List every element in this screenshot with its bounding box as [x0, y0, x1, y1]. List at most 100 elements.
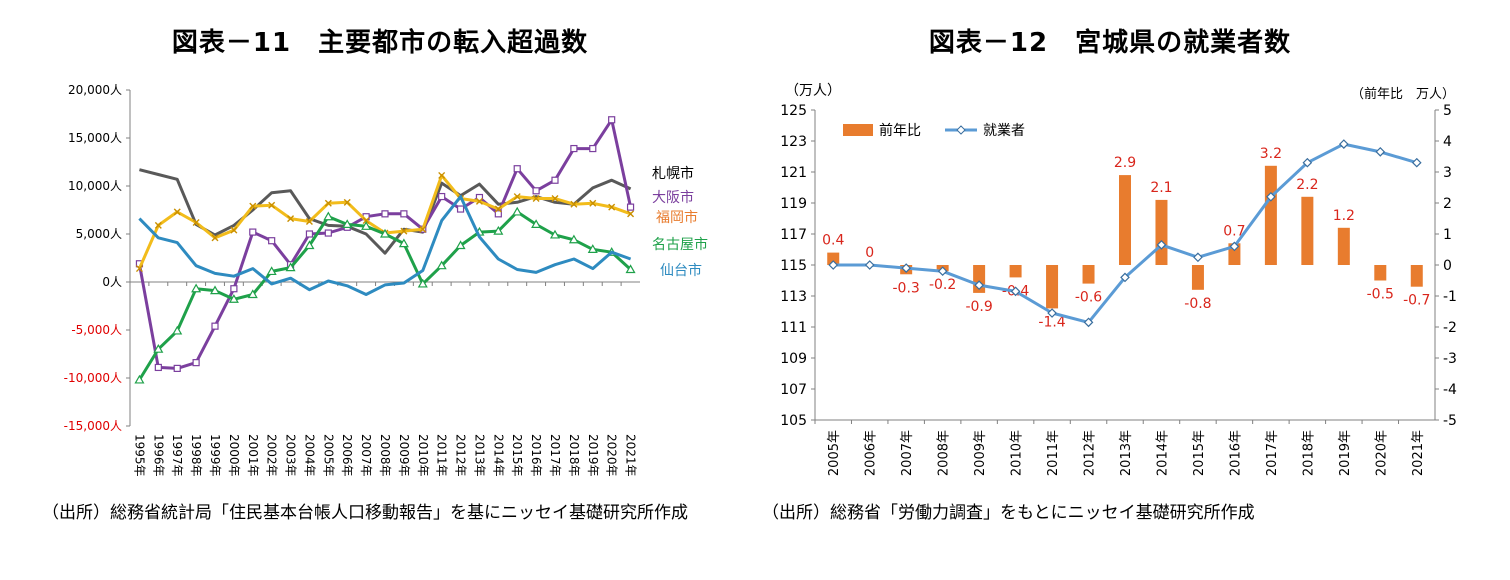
data-point: [974, 280, 984, 290]
x-tick-label: 2021年: [1411, 430, 1426, 476]
left-tick-label: 113: [780, 289, 807, 305]
data-point: [568, 234, 579, 244]
bar-data-label: 2.9: [1114, 155, 1136, 171]
data-point: [1120, 272, 1130, 283]
data-point: [589, 144, 597, 153]
data-point: [532, 187, 540, 195]
x-tick-label: 2020年: [605, 434, 619, 477]
data-point: [456, 205, 465, 213]
data-point: [400, 210, 408, 218]
data-point: [570, 200, 578, 208]
data-point: [1302, 157, 1313, 168]
left-tick-label: 109: [780, 351, 807, 367]
series-line-1: [137, 118, 633, 370]
data-point: [230, 226, 238, 234]
series-line-4: [138, 195, 632, 296]
bar-data-label: 2.2: [1296, 177, 1318, 193]
legend-label-line: 就業者: [983, 123, 1025, 139]
data-point: [192, 359, 200, 367]
data-point: [211, 234, 219, 242]
x-tick-label: 2005年: [321, 434, 335, 477]
y-tick-label: 20,000人: [68, 83, 122, 97]
x-tick-label: 2010年: [416, 434, 430, 477]
x-tick-label: 2013年: [472, 434, 486, 477]
data-point: [323, 211, 334, 221]
data-point: [285, 262, 296, 272]
right-tick-label: 0: [1443, 258, 1452, 274]
series-line-0: [139, 168, 632, 255]
x-tick-label: 2007年: [900, 430, 915, 476]
x-tick-label: 2012年: [454, 434, 468, 477]
left-tick-label: 107: [780, 382, 807, 398]
data-point: [625, 264, 636, 274]
data-point: [305, 218, 313, 226]
bar-data-label: -0.5: [1367, 287, 1394, 303]
source-note-left: （出所）総務省統計局「住民基本台帳人口移動報告」を基にニッセイ基礎研究所作成: [42, 503, 688, 523]
data-point: [154, 221, 162, 229]
data-point: [417, 278, 428, 288]
data-point: [1156, 240, 1167, 250]
left-tick-label: 119: [780, 196, 807, 212]
bar-data-label: -0.8: [1184, 296, 1211, 312]
x-tick-label: 2005年: [827, 430, 842, 476]
data-point: [1338, 139, 1349, 149]
source-note-right: （出所）総務省「労働力調査」をもとにニッセイ基礎研究所作成: [762, 503, 1255, 523]
data-point: [512, 206, 523, 216]
data-point: [324, 199, 332, 207]
y-tick-label: -5,000人: [71, 323, 122, 337]
data-point: [494, 210, 502, 218]
data-point: [211, 322, 219, 330]
data-point: [549, 229, 561, 239]
x-tick-label: 2013年: [1119, 430, 1134, 476]
bar-data-label: 0: [865, 245, 874, 261]
left-tick-label: 117: [780, 227, 807, 243]
data-point: [627, 210, 635, 218]
bar-9: [1155, 199, 1168, 265]
x-tick-label: 2017年: [1265, 430, 1280, 476]
data-point: [305, 230, 314, 238]
bar-13: [1301, 196, 1314, 265]
data-point: [324, 229, 332, 237]
data-point: [436, 260, 447, 270]
x-tick-label: 1995年: [132, 434, 146, 477]
data-point: [249, 228, 257, 236]
right-tick-label: -4: [1443, 382, 1457, 398]
left-tick-label: 125: [780, 103, 807, 119]
series-label-1: 大阪市: [652, 189, 694, 206]
data-point: [228, 294, 239, 303]
data-point: [419, 225, 427, 233]
x-tick-label: 2000年: [227, 434, 241, 477]
bar-data-label: -0.3: [893, 280, 920, 296]
data-point: [191, 283, 202, 293]
y-tick-label: -15,000人: [64, 419, 122, 433]
bar-10: [1191, 265, 1204, 290]
data-point: [135, 265, 143, 273]
x-tick-label: 2001年: [246, 434, 260, 477]
data-point: [551, 176, 559, 184]
bar-0: [827, 252, 840, 265]
data-point: [304, 240, 315, 250]
x-tick-label: 2008年: [937, 430, 952, 476]
series-label-2: 福岡市: [656, 209, 698, 226]
right-tick-label: 1: [1443, 227, 1452, 243]
x-tick-label: 2010年: [1010, 430, 1025, 476]
bar-data-label: -0.9: [965, 299, 992, 315]
right-tick-label: -1: [1443, 289, 1457, 305]
legend-marker-line: [956, 125, 966, 135]
data-point: [455, 240, 466, 250]
right-tick-label: 3: [1443, 165, 1452, 181]
x-tick-label: 1996年: [151, 434, 165, 477]
data-point: [361, 221, 372, 230]
data-point: [589, 199, 597, 207]
x-tick-label: 2012年: [1083, 430, 1098, 476]
data-point: [1083, 317, 1094, 328]
y-tick-label: -10,000人: [64, 371, 122, 385]
bar-line-chart-employment: 125123121119117115113111109107105543210-…: [780, 83, 1457, 476]
x-tick-label: 2007年: [359, 434, 373, 477]
bar-data-label: 0.7: [1223, 223, 1245, 239]
left-tick-label: 123: [780, 134, 807, 150]
data-point: [343, 198, 351, 206]
left-tick-label: 121: [780, 165, 807, 181]
data-point: [475, 197, 483, 205]
